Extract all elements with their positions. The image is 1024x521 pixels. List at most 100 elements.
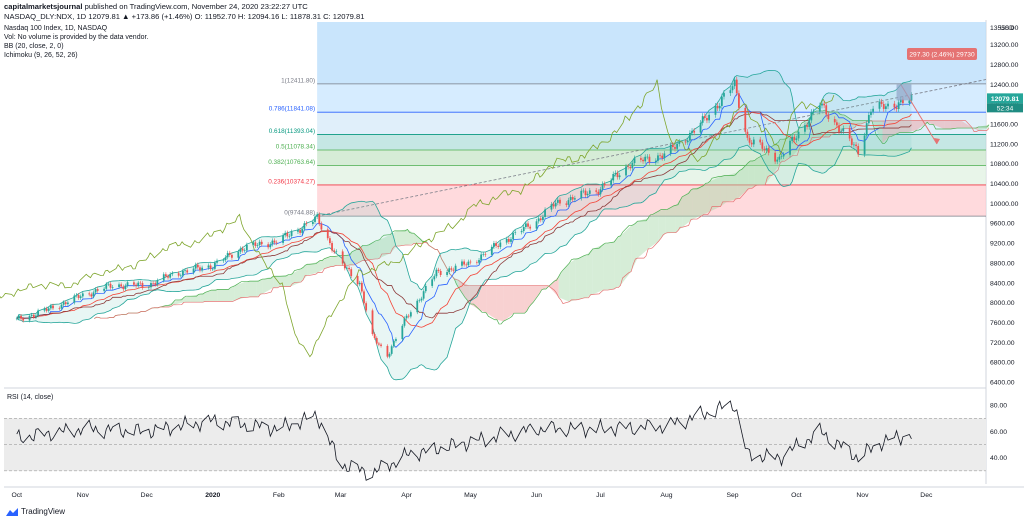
candle-body — [893, 103, 896, 108]
candle-body — [640, 158, 642, 160]
candle-body — [90, 294, 93, 297]
ichimoku-cloud-segment — [575, 254, 587, 300]
candle-body — [676, 143, 679, 149]
candle-body — [599, 189, 602, 195]
candle-body — [373, 334, 376, 339]
candle-body — [789, 140, 791, 155]
last-price-label: 12079.81 — [991, 96, 1020, 103]
candle-body — [401, 325, 404, 340]
candle-body — [461, 261, 463, 266]
ichimoku-lagging-span — [0, 79, 835, 358]
candle-body — [644, 156, 647, 162]
candle-body — [537, 218, 540, 222]
candle-body — [567, 200, 570, 205]
candle-body — [646, 156, 649, 158]
candle-body — [311, 221, 314, 224]
legend-ichimoku[interactable]: Ichimoku (9, 26, 52, 26) — [4, 52, 78, 59]
time-tick-label: Mar — [335, 492, 347, 499]
price-tick-label: 12400.00 — [990, 82, 1019, 89]
candle-body — [380, 344, 382, 346]
candle-body — [810, 111, 813, 121]
time-tick-label: Feb — [273, 492, 285, 499]
price-tick-label: 12800.00 — [990, 62, 1019, 69]
candle-body — [252, 242, 255, 245]
candle-body — [207, 265, 210, 268]
candle-body — [569, 197, 572, 201]
price-tick-label: 11600.00 — [990, 122, 1018, 129]
candle-body — [118, 284, 120, 288]
candle-body — [689, 132, 691, 141]
candle-body — [216, 260, 218, 263]
candle-body — [654, 160, 657, 163]
ichimoku-cloud-segment — [173, 297, 184, 305]
candle-body — [778, 156, 781, 160]
candle-body — [299, 230, 301, 233]
candle-body — [659, 155, 661, 157]
ichimoku-cloud-segment — [592, 244, 604, 295]
candle-body — [222, 260, 225, 261]
candle-body — [729, 90, 732, 94]
candle-body — [228, 252, 231, 255]
ichimoku-cloud-segment — [703, 181, 710, 215]
time-tick-label: Apr — [401, 492, 412, 499]
candle-body — [297, 230, 299, 232]
currency-label: USD — [1000, 25, 1014, 32]
candle-body — [842, 128, 845, 132]
candle-body — [32, 314, 35, 318]
candle-body — [582, 190, 585, 192]
time-tick-label: Jun — [531, 492, 542, 499]
candle-body — [286, 232, 289, 237]
ichimoku-cloud-segment — [950, 120, 962, 130]
candle-body — [420, 298, 423, 301]
candle-body — [850, 138, 853, 145]
candle-body — [341, 251, 344, 264]
candle-body — [186, 270, 189, 273]
ichimoku-cloud-segment — [637, 218, 649, 259]
candle-body — [855, 144, 857, 147]
ichimoku-cloud-segment — [614, 235, 621, 289]
candle-body — [431, 279, 434, 286]
candle-body — [853, 144, 855, 146]
ichimoku-cloud-segment — [486, 285, 497, 320]
candle-body — [141, 283, 144, 288]
time-tick-label: Dec — [920, 492, 933, 499]
candle-body — [840, 131, 843, 132]
candle-body — [407, 315, 410, 317]
candle-body — [465, 264, 468, 266]
ichimoku-cloud-segment — [390, 230, 397, 254]
candle-body — [708, 114, 710, 121]
candle-body — [284, 232, 287, 236]
ichimoku-cloud-segment — [927, 120, 934, 125]
candle-body — [49, 305, 52, 309]
candle-body — [390, 346, 393, 354]
candle-body — [539, 218, 542, 221]
tradingview-brand[interactable]: TradingView — [6, 507, 65, 516]
candle-body — [343, 263, 346, 269]
candle-body — [880, 101, 883, 105]
time-tick-label: Oct — [11, 492, 22, 499]
candle-body — [303, 223, 306, 229]
candle-body — [81, 293, 84, 297]
candle-body — [505, 238, 508, 243]
candle-body — [241, 248, 244, 251]
candle-body — [75, 294, 78, 296]
bollinger-lower — [16, 144, 912, 381]
candle-body — [550, 204, 553, 210]
candle-body — [45, 308, 48, 311]
candle-body — [663, 153, 666, 159]
candle-body — [544, 209, 546, 217]
candle-body — [718, 105, 721, 109]
fib-level-label: 0.618(11393.04) — [269, 128, 315, 135]
bollinger-band-fill — [16, 70, 912, 380]
legend-bb[interactable]: BB (20, close, 2, 0) — [4, 43, 64, 50]
legend-title[interactable]: Nasdaq 100 Index, 1D, NASDAQ — [4, 25, 108, 32]
candle-body — [731, 86, 734, 91]
candle-body — [15, 318, 18, 320]
candle-body — [735, 79, 738, 94]
candle-body — [243, 250, 246, 251]
ichimoku-cloud-segment — [379, 234, 391, 259]
candle-body — [878, 101, 881, 109]
candle-body — [314, 216, 316, 222]
measure-range — [896, 84, 912, 101]
ichimoku-cloud-segment — [871, 120, 883, 144]
